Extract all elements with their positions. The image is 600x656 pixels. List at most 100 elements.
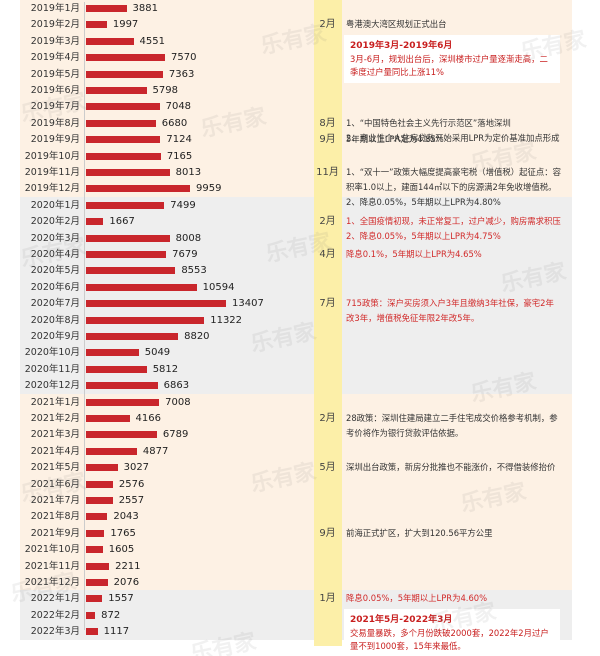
bar — [86, 136, 161, 144]
bar — [86, 595, 103, 603]
event-text: 5年期以上LPR定为4.85% — [346, 134, 444, 145]
tick-label: 2019年12月 — [24, 183, 80, 195]
data-label: 5812 — [152, 363, 179, 375]
tick-label: 2021年5月 — [30, 462, 80, 474]
bar — [86, 283, 197, 291]
data-label: 5049 — [144, 347, 171, 359]
data-label: 7165 — [166, 150, 193, 162]
tick-label: 2021年12月 — [24, 577, 80, 588]
event-month: 2月 — [319, 19, 336, 31]
data-label: 1765 — [110, 527, 136, 539]
bar — [86, 546, 103, 554]
tick-label: 2020年6月 — [30, 281, 80, 293]
data-label: 7124 — [166, 134, 192, 146]
bar — [86, 87, 147, 94]
bar — [86, 169, 170, 176]
tick-label: 2019年11月 — [24, 167, 80, 178]
bar — [86, 300, 226, 308]
month-column — [314, 0, 342, 646]
event-month: 11月 — [316, 167, 339, 178]
year-band-2020 — [20, 196, 572, 394]
tick-label: 2022年1月 — [30, 593, 80, 605]
bar — [86, 349, 139, 357]
watermark: 乐有家 — [248, 319, 319, 358]
highlight-body: 交易量暴跌，多个月份跌破2000套，2022年2月过户量不到1000套，15年来… — [350, 627, 549, 651]
bar — [86, 234, 170, 242]
watermark: 乐有家 — [18, 234, 89, 273]
data-label: 9959 — [195, 183, 222, 195]
event-month: 9月 — [319, 134, 336, 146]
tick-label: 2021年6月 — [30, 478, 80, 490]
highlight-title: 2021年5月-2022年3月 — [350, 614, 453, 625]
event-month: 2月 — [319, 216, 336, 228]
bar — [86, 267, 176, 275]
highlight-box: 2019年3月-2019年6月 3月-6月，规划出台后，深圳楼市过户量逐渐走高，二… — [344, 34, 560, 83]
data-label: 7570 — [171, 52, 197, 64]
y-axis-line — [84, 2, 85, 630]
tick-label: 2020年4月 — [30, 249, 80, 260]
tick-label: 2020年1月 — [30, 199, 80, 211]
data-label: 10594 — [202, 281, 235, 293]
data-label: 11322 — [210, 314, 243, 326]
watermark: 乐有家 — [18, 469, 89, 508]
tick-label: 2019年5月 — [30, 68, 80, 80]
bar — [86, 5, 127, 12]
bar — [86, 579, 108, 586]
bar — [86, 54, 166, 62]
tick-label: 2022年2月 — [30, 609, 80, 621]
highlight-box: 2021年5月-2022年3月交易量暴跌，多个月份跌破2000套，2022年2月… — [344, 608, 560, 656]
event-month: 7月 — [319, 298, 336, 310]
bar — [86, 415, 130, 422]
watermark: 乐有家 — [468, 369, 539, 408]
event-month: 8月 — [319, 117, 336, 129]
data-label: 1667 — [109, 216, 135, 228]
tick-label: 2020年9月 — [30, 331, 80, 342]
tick-label: 2021年7月 — [30, 495, 80, 506]
bar — [86, 333, 179, 340]
bar — [86, 398, 160, 406]
tick-label: 2020年5月 — [30, 265, 80, 277]
data-label: 6680 — [161, 117, 188, 129]
bar — [86, 201, 165, 209]
tick-label: 2019年6月 — [30, 85, 80, 96]
data-label: 1557 — [108, 593, 134, 605]
watermark: 乐有家 — [428, 599, 499, 638]
event-month: 1月 — [319, 593, 336, 605]
tick-label: 2019年4月 — [30, 52, 80, 64]
tick-label: 2020年10月 — [24, 347, 80, 359]
data-label: 2076 — [113, 577, 140, 588]
tick-label: 2021年2月 — [30, 413, 80, 424]
year-band-2019 — [20, 0, 572, 197]
event-text: 降息0.1%，5年期以上LPR为4.65% — [346, 249, 482, 259]
bar — [86, 37, 134, 45]
event-text: 降息0.05%，5年期以上LPR为4.60% — [346, 593, 488, 604]
watermark: 乐有家 — [458, 479, 529, 518]
data-label: 872 — [101, 609, 121, 621]
tick-label: 2021年4月 — [30, 445, 80, 457]
data-label: 8553 — [181, 265, 207, 277]
event-month: 2月 — [319, 413, 336, 424]
tick-label: 2020年12月 — [24, 380, 80, 392]
watermark: 乐有家 — [8, 569, 79, 608]
data-label: 5798 — [152, 85, 178, 96]
bar — [86, 611, 96, 619]
data-label: 2211 — [115, 560, 141, 572]
tick-label: 2020年7月 — [30, 298, 80, 310]
bar — [86, 628, 98, 636]
data-label: 2576 — [118, 478, 145, 490]
tick-label: 2021年8月 — [30, 511, 80, 523]
event-month: 9月 — [319, 527, 336, 539]
data-label: 7363 — [168, 68, 195, 80]
bar — [86, 152, 161, 160]
bar — [86, 103, 160, 111]
data-label: 1117 — [103, 626, 130, 638]
watermark: 乐有家 — [468, 139, 539, 178]
event-text: 前海正式扩区，扩大到120.56平方公里 — [346, 527, 493, 538]
tick-label: 2020年3月 — [30, 232, 80, 244]
bar — [86, 431, 157, 439]
bar — [86, 218, 104, 226]
data-label: 3881 — [132, 3, 158, 14]
